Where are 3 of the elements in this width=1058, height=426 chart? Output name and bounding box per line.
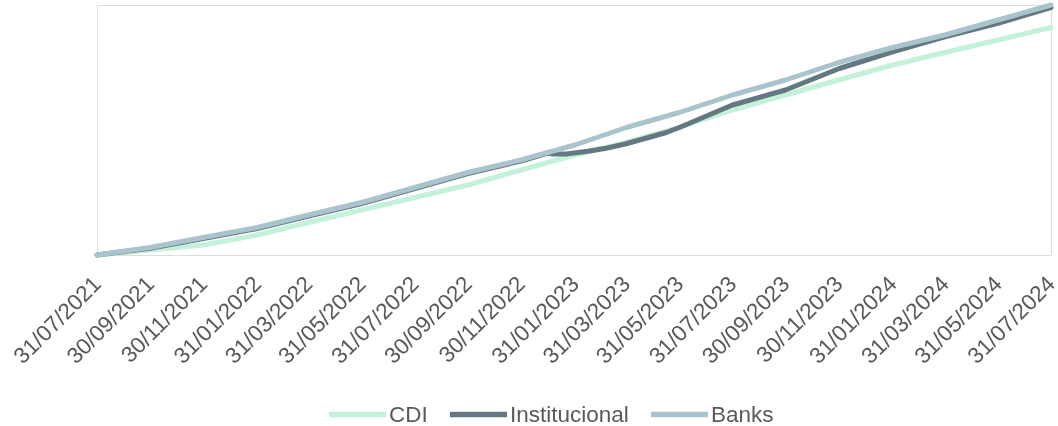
legend-label: Banks xyxy=(711,401,774,426)
legend-label: CDI xyxy=(389,401,428,426)
legend-label: Institucional xyxy=(510,401,629,426)
